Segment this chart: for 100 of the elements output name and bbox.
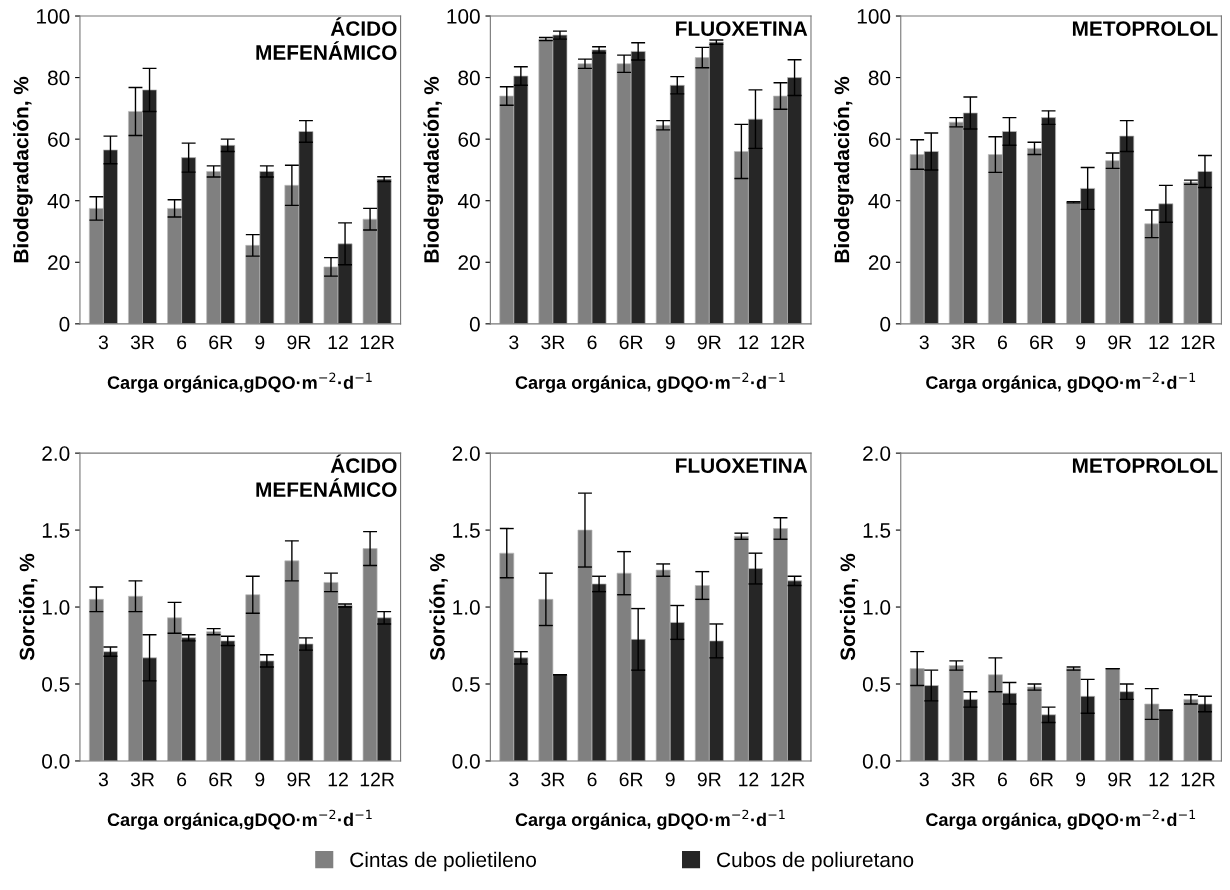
y-tick-label: 60 [868, 132, 891, 147]
y-tick-label: 0.0 [452, 753, 480, 769]
y-tick-label: 2.0 [863, 446, 891, 461]
x-tick-label: 9R [287, 772, 311, 787]
x-tick-label: 12 [739, 335, 759, 350]
chart-title: FLUOXETINA [676, 458, 808, 474]
y-tick-label: 0.0 [862, 753, 891, 769]
x-tick-label: 6R [209, 772, 233, 787]
y-tick-label: 1.5 [453, 523, 480, 538]
y-tick-label: 1.0 [453, 600, 480, 615]
x-axis-title: Carga orgánica, gDQO·m$^{−2}$·d$^{−1}$ [926, 809, 1196, 830]
y-tick-label: 100 [857, 9, 891, 24]
x-tick-label: 9 [1076, 772, 1086, 787]
x-tick-label: 9 [1076, 335, 1086, 350]
x-tick-label: 3R [541, 335, 565, 350]
x-tick-label: 12 [1149, 772, 1169, 787]
x-tick-label: 6 [998, 772, 1007, 787]
x-tick-label: 12 [328, 772, 348, 787]
x-tick-label: 3R [951, 772, 975, 787]
y-tick-label: 1.5 [863, 523, 891, 538]
x-tick-label: 9R [1108, 772, 1132, 787]
y-tick-label: 80 [47, 70, 70, 86]
x-tick-label: 6R [209, 335, 233, 350]
x-tick-label: 12 [1149, 335, 1169, 350]
x-tick-label: 3 [509, 335, 519, 350]
x-tick-label: 12R [360, 772, 395, 787]
x-tick-label: 12R [1181, 335, 1215, 350]
y-tick-label: 0.5 [862, 677, 891, 692]
chart-title: METOPROLOL [1072, 21, 1218, 36]
chart-title: FLUOXETINA [676, 21, 808, 36]
x-tick-label: 6 [587, 772, 597, 787]
x-tick-label: 6R [619, 335, 643, 350]
y-tick-label: 80 [458, 70, 480, 86]
y-tick-label: 2.0 [42, 446, 70, 461]
y-axis-title: Sorción, % [839, 553, 859, 661]
y-axis-title: Biodegradación, % [13, 76, 33, 263]
y-axis-title: Sorción, % [429, 553, 448, 661]
y-tick-label: 0 [469, 316, 480, 332]
x-tick-label: 3 [509, 772, 519, 787]
chart-title: METOPROLOL [1072, 458, 1218, 474]
x-tick-label: 3 [98, 335, 108, 350]
x-tick-label: 6R [1030, 335, 1054, 350]
x-tick-label: 3R [130, 335, 155, 350]
text: ÁCIDO MEFENÁMICO [256, 454, 397, 497]
y-tick-label: 1.5 [42, 523, 70, 538]
x-tick-label: 3R [541, 772, 565, 787]
y-tick-label: 40 [868, 193, 891, 209]
x-tick-label: 6 [998, 335, 1007, 350]
y-tick-label: 1.0 [42, 600, 70, 615]
y-tick-label: 0.5 [452, 677, 480, 692]
y-tick-label: 0.5 [42, 677, 70, 692]
x-tick-label: 6 [177, 335, 187, 350]
y-tick-label: 40 [457, 193, 480, 209]
x-tick-label: 9 [665, 772, 675, 787]
y-tick-label: 80 [868, 70, 891, 86]
x-tick-label: 9R [1108, 335, 1132, 350]
y-tick-label: 60 [458, 132, 480, 147]
y-tick-label: 20 [48, 255, 70, 271]
y-tick-label: 0 [59, 316, 70, 332]
text: ÁCIDO MEFENÁMICO [256, 17, 397, 60]
x-tick-label: 6 [177, 772, 187, 787]
y-tick-label: 20 [458, 255, 480, 271]
x-tick-label: 12 [328, 335, 348, 350]
x-tick-label: 3 [919, 772, 929, 787]
x-tick-label: 12R [1181, 772, 1215, 787]
x-tick-label: 12R [771, 772, 805, 787]
y-axis-title: Biodegradación, % [833, 76, 854, 263]
x-tick-label: 9R [697, 772, 721, 787]
x-tick-label: 12 [739, 772, 759, 787]
y-tick-label: 0.0 [42, 753, 70, 769]
x-tick-label: 12R [771, 335, 805, 350]
legend-label: Cubos de poliuretano [717, 851, 914, 872]
y-tick-label: 2.0 [452, 446, 480, 461]
y-axis-title: Sorción, % [18, 553, 38, 661]
y-tick-label: 40 [47, 193, 70, 209]
x-tick-label: 9 [665, 335, 675, 350]
x-tick-label: 3 [98, 772, 108, 787]
x-tick-label: 9R [287, 335, 311, 350]
y-axis-title: Biodegradación, % [423, 76, 444, 263]
x-axis-title: Carga orgánica, gDQO·m$^{−2}$·d$^{−1}$ [926, 372, 1196, 393]
y-tick-label: 100 [37, 9, 70, 24]
x-tick-label: 9 [255, 772, 265, 787]
x-tick-label: 3R [951, 335, 975, 350]
x-axis-title: Carga orgánica, gDQO·m$^{−2}$·d$^{−1}$ [515, 809, 785, 830]
x-tick-label: 3 [919, 335, 929, 350]
y-tick-label: 0 [880, 316, 891, 332]
x-tick-label: 3R [130, 772, 155, 787]
y-tick-label: 20 [868, 255, 891, 271]
y-tick-label: 1.0 [863, 600, 891, 615]
legend-label: Cintas de polietileno [350, 851, 536, 872]
x-axis-title: Carga orgánica, gDQO·m$^{−2}$·d$^{−1}$ [515, 372, 785, 393]
x-axis-title: Carga orgánica,gDQO·m$^{−2}$·d$^{−1}$ [107, 372, 372, 393]
x-tick-label: 6 [587, 335, 597, 350]
y-tick-label: 100 [447, 9, 480, 24]
x-tick-label: 9R [697, 335, 721, 350]
y-tick-label: 60 [48, 132, 70, 147]
x-axis-title: Carga orgánica,gDQO·m$^{−2}$·d$^{−1}$ [107, 809, 372, 830]
x-tick-label: 6R [619, 772, 643, 787]
x-tick-label: 12R [360, 335, 395, 350]
x-tick-label: 9 [255, 335, 265, 350]
